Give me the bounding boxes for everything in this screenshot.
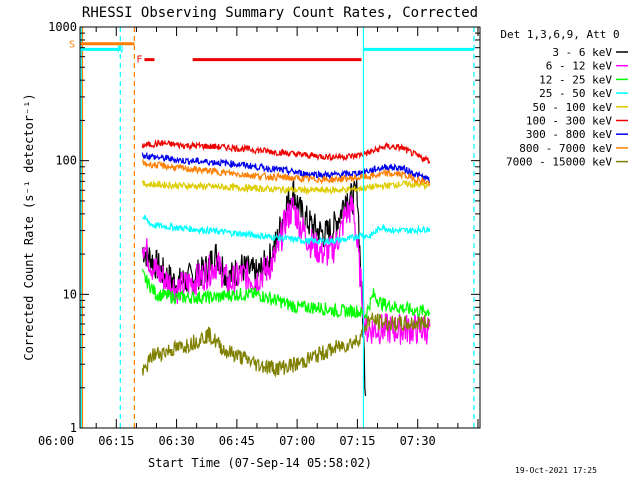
night-flag-label: N bbox=[117, 44, 123, 55]
legend-entry-label: 3 - 6 keV bbox=[552, 46, 612, 59]
plot-clipped-group bbox=[80, 27, 475, 428]
legend-entry-label: 12 - 25 keV bbox=[539, 73, 612, 86]
x-tick-label: 06:00 bbox=[38, 434, 74, 448]
plot-area: S N F bbox=[69, 27, 475, 428]
axes: 1 10 100 1000 06:00 06:15 06:30 06:45 07:00 07:15… bbox=[38, 20, 481, 448]
series-line-50-100keV bbox=[141, 179, 431, 196]
legend-entry-label: 50 - 100 keV bbox=[533, 101, 613, 114]
series-line-7000-15000keV bbox=[141, 312, 431, 378]
legend-entry-label: 300 - 800 keV bbox=[526, 128, 612, 141]
series-line-12-25keV bbox=[141, 268, 431, 320]
series-line-300-800keV bbox=[141, 151, 431, 183]
x-tick-label: 07:30 bbox=[400, 434, 436, 448]
legend-entry-label: 6 - 12 keV bbox=[546, 60, 613, 73]
legend-entry-label: 800 - 7000 keV bbox=[519, 142, 612, 155]
x-tick-label: 06:45 bbox=[219, 434, 255, 448]
legend-entry-label: 25 - 50 keV bbox=[539, 87, 612, 100]
y-tick-label: 10 bbox=[63, 287, 77, 301]
series-line-100-300keV bbox=[141, 138, 431, 164]
series-line-3-6keV bbox=[141, 178, 367, 396]
legend-entry-label: 100 - 300 keV bbox=[526, 115, 612, 128]
x-tick-label: 07:15 bbox=[339, 434, 375, 448]
y-axis-label: Corrected Count Rate (s⁻¹ detector⁻¹) bbox=[22, 93, 36, 360]
saa-flag-label: S bbox=[69, 40, 75, 51]
y-tick-label: 1000 bbox=[48, 20, 77, 34]
x-axis-label: Start Time (07-Sep-14 05:58:02) bbox=[148, 456, 372, 470]
y-tick-label: 1 bbox=[70, 421, 77, 435]
x-tick-label: 07:00 bbox=[279, 434, 315, 448]
legend-title: Det 1,3,6,9, Att 0 bbox=[500, 28, 619, 41]
x-tick-label: 06:15 bbox=[98, 434, 134, 448]
plot-frame bbox=[79, 26, 481, 429]
flare-flag-label: F bbox=[136, 55, 142, 66]
y-tick-label: 100 bbox=[55, 154, 77, 168]
series-line-800-7000keV bbox=[141, 158, 431, 188]
chart-title: RHESSI Observing Summary Count Rates, Co… bbox=[82, 5, 478, 21]
legend-entry-label: 7000 - 15000 keV bbox=[506, 156, 612, 169]
timestamp-label: 19-Oct-2021 17:25 bbox=[515, 466, 597, 475]
x-tick-label: 06:30 bbox=[159, 434, 195, 448]
series-line-25-50keV bbox=[142, 213, 431, 246]
